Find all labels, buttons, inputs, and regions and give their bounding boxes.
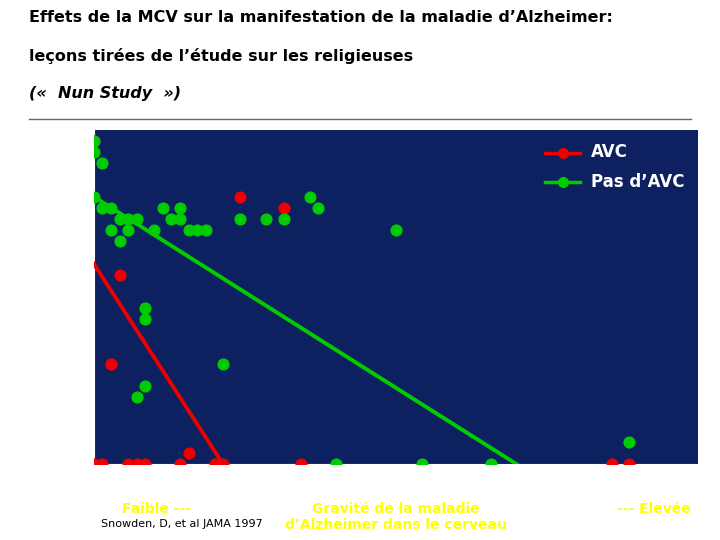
Point bbox=[140, 460, 151, 469]
Point bbox=[122, 460, 134, 469]
Point bbox=[261, 214, 272, 223]
Point bbox=[485, 460, 497, 469]
Point bbox=[278, 204, 289, 212]
Point bbox=[217, 360, 229, 368]
Point bbox=[122, 226, 134, 234]
Point bbox=[416, 460, 428, 469]
Point bbox=[330, 460, 341, 469]
Point bbox=[96, 204, 108, 212]
Text: Examen: Examen bbox=[0, 225, 63, 240]
Legend: AVC, Pas d’AVC: AVC, Pas d’AVC bbox=[539, 137, 691, 198]
Text: («  Nun Study  »): (« Nun Study ») bbox=[29, 85, 181, 100]
Point bbox=[166, 214, 177, 223]
Point bbox=[312, 204, 324, 212]
Point bbox=[192, 226, 203, 234]
Point bbox=[174, 214, 186, 223]
Point bbox=[105, 360, 117, 368]
Point bbox=[217, 460, 229, 469]
Point bbox=[304, 192, 315, 201]
Point bbox=[88, 460, 99, 469]
Point bbox=[295, 460, 307, 469]
Point bbox=[183, 449, 194, 457]
Text: MMSE: MMSE bbox=[3, 262, 55, 278]
Text: Effets de la MCV sur la manifestation de la maladie d’Alzheimer:: Effets de la MCV sur la manifestation de… bbox=[29, 10, 613, 24]
Point bbox=[88, 147, 99, 156]
Text: --- Élevée: --- Élevée bbox=[618, 502, 691, 516]
Text: Faible ---: Faible --- bbox=[122, 502, 192, 516]
Point bbox=[174, 204, 186, 212]
Point bbox=[105, 204, 117, 212]
Point bbox=[157, 204, 168, 212]
Point bbox=[174, 460, 186, 469]
Point bbox=[131, 214, 143, 223]
Point bbox=[131, 393, 143, 402]
Point bbox=[140, 315, 151, 323]
Point bbox=[624, 460, 635, 469]
Point bbox=[96, 159, 108, 167]
Point bbox=[114, 237, 125, 246]
Point bbox=[96, 460, 108, 469]
Point bbox=[122, 214, 134, 223]
Point bbox=[88, 137, 99, 145]
Point bbox=[88, 460, 99, 469]
Point bbox=[200, 226, 212, 234]
Point bbox=[278, 214, 289, 223]
Point bbox=[140, 382, 151, 390]
Point bbox=[624, 438, 635, 447]
Point bbox=[235, 214, 246, 223]
Point bbox=[390, 226, 402, 234]
Point bbox=[114, 214, 125, 223]
Point bbox=[114, 271, 125, 279]
Point bbox=[105, 360, 117, 368]
Point bbox=[148, 226, 160, 234]
Point bbox=[105, 226, 117, 234]
Point bbox=[140, 304, 151, 313]
Point bbox=[209, 460, 220, 469]
Text: leçons tirées de l’étude sur les religieuses: leçons tirées de l’étude sur les religie… bbox=[29, 48, 413, 64]
Point bbox=[235, 192, 246, 201]
Point bbox=[131, 460, 143, 469]
Text: Snowden, D, et al JAMA 1997: Snowden, D, et al JAMA 1997 bbox=[101, 519, 263, 529]
Point bbox=[606, 460, 618, 469]
Point bbox=[88, 137, 99, 145]
Point bbox=[88, 192, 99, 201]
Text: Gravité de la maladie
d’Alzheimer dans le cerveau: Gravité de la maladie d’Alzheimer dans l… bbox=[285, 502, 507, 532]
Point bbox=[183, 226, 194, 234]
